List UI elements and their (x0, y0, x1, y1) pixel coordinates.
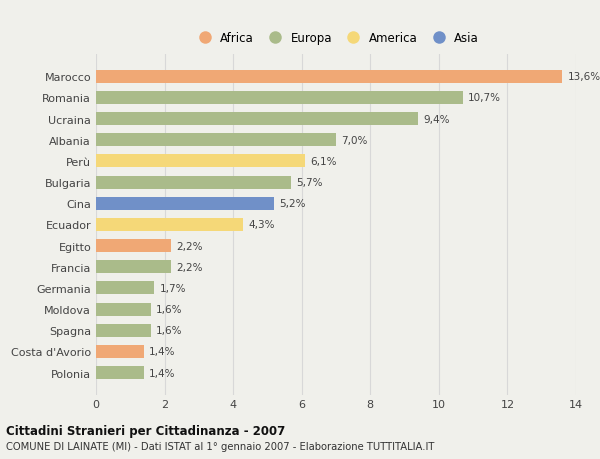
Text: 13,6%: 13,6% (568, 72, 600, 82)
Bar (96, 218, 244, 231)
Bar (96, 197, 274, 210)
Bar (96, 155, 305, 168)
Legend: Africa, Europa, America, Asia: Africa, Europa, America, Asia (188, 27, 484, 50)
Bar (96, 261, 172, 274)
Bar (96, 345, 144, 358)
Text: 5,2%: 5,2% (280, 199, 306, 209)
Text: 6,1%: 6,1% (310, 157, 337, 167)
Bar (96, 134, 336, 147)
Text: 1,6%: 1,6% (156, 325, 182, 336)
Bar (96, 303, 151, 316)
Text: 5,7%: 5,7% (296, 178, 323, 188)
Bar (96, 92, 463, 105)
Bar (96, 282, 154, 295)
Bar (96, 71, 562, 84)
Text: 7,0%: 7,0% (341, 135, 368, 146)
Text: 4,3%: 4,3% (248, 220, 275, 230)
Bar (96, 240, 172, 252)
Text: 10,7%: 10,7% (468, 93, 501, 103)
Text: 2,2%: 2,2% (176, 262, 203, 272)
Text: 1,4%: 1,4% (149, 368, 176, 378)
Text: 9,4%: 9,4% (424, 114, 450, 124)
Bar (96, 324, 151, 337)
Bar (96, 176, 292, 189)
Bar (96, 113, 418, 126)
Text: 1,6%: 1,6% (156, 304, 182, 314)
Text: 1,7%: 1,7% (160, 283, 186, 293)
Bar (96, 366, 144, 379)
Text: Cittadini Stranieri per Cittadinanza - 2007: Cittadini Stranieri per Cittadinanza - 2… (6, 424, 285, 437)
Text: 1,4%: 1,4% (149, 347, 176, 357)
Text: 2,2%: 2,2% (176, 241, 203, 251)
Text: COMUNE DI LAINATE (MI) - Dati ISTAT al 1° gennaio 2007 - Elaborazione TUTTITALIA: COMUNE DI LAINATE (MI) - Dati ISTAT al 1… (6, 441, 434, 451)
